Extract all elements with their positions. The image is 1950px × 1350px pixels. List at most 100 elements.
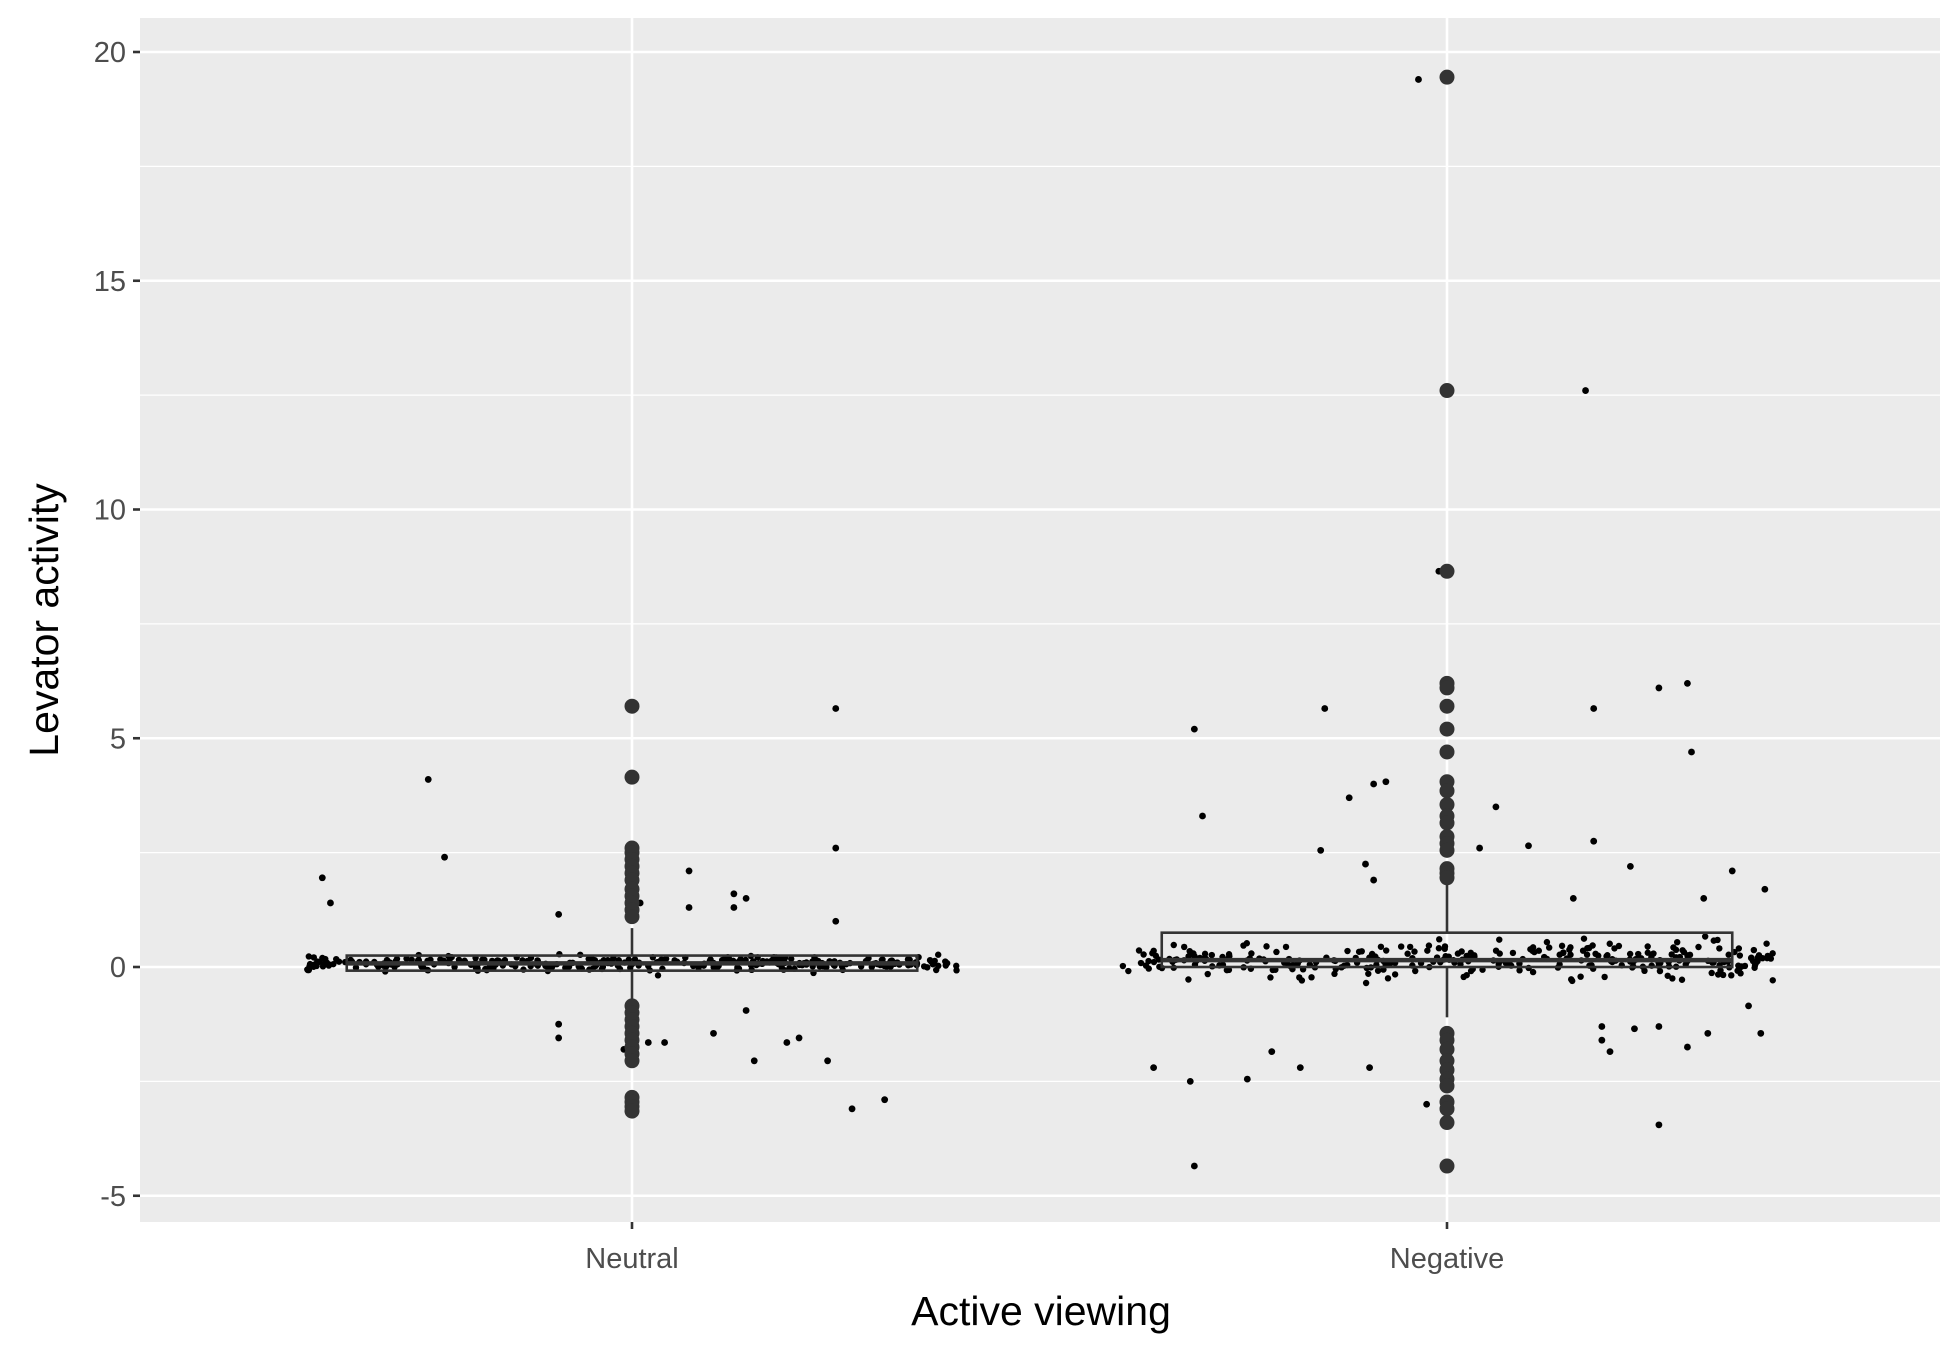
outlier-point (1439, 1158, 1455, 1174)
jitter-point (1362, 860, 1369, 868)
jitter-point (953, 967, 960, 974)
boxplots (345, 880, 1734, 1018)
outlier-points (624, 69, 1455, 1174)
jitter-point (730, 890, 738, 898)
jitter-point (1606, 940, 1613, 947)
jitter-point (1411, 948, 1418, 955)
jitter-point (1150, 947, 1157, 954)
major-gridlines (140, 18, 1940, 1222)
outlier-point (1439, 1041, 1455, 1057)
jitter-point (1735, 945, 1743, 952)
jitter-point (352, 964, 360, 971)
y-tick-label: 5 (110, 723, 126, 755)
jitter-point (795, 1034, 803, 1042)
jitter-point (1525, 842, 1532, 850)
jitter-point (1580, 935, 1588, 942)
jitter-point (1516, 967, 1523, 974)
jitter-point (1374, 967, 1382, 974)
jitter-point (737, 955, 744, 963)
jitter-point (1655, 684, 1663, 692)
boxplot-neutral (345, 928, 919, 1002)
jitter-point (335, 958, 343, 965)
jitter-point (1492, 803, 1500, 811)
jitter-point (1757, 1029, 1765, 1037)
outlier-point (624, 909, 640, 925)
jitter-point (1704, 1029, 1712, 1037)
x-tick-label: Negative (1390, 1243, 1504, 1275)
jitter-point (1655, 1121, 1663, 1129)
jitter-point (1582, 387, 1589, 394)
jitter-point (1441, 945, 1448, 953)
jitter-point (555, 1034, 563, 1042)
jitter-point (1644, 943, 1651, 950)
jitter-point (1763, 940, 1770, 947)
x-axis: Neutral Negative (585, 1222, 1504, 1275)
jitter-point (1225, 951, 1233, 958)
jitter-point (1282, 943, 1290, 951)
outlier-point (1439, 870, 1455, 886)
jitter-point (1678, 976, 1686, 983)
jitter-point (1598, 1023, 1606, 1030)
jitter-point (1268, 1048, 1276, 1056)
jitter-point (1611, 945, 1618, 952)
jitter-point (1460, 973, 1467, 981)
jitter-point (1669, 975, 1676, 982)
jitter-point (1668, 951, 1675, 958)
jitter-point (1140, 951, 1147, 958)
jitter-point (1383, 947, 1390, 954)
outlier-point (1439, 797, 1455, 813)
jitter-point (1754, 954, 1762, 961)
jitter-point (1545, 944, 1553, 951)
outlier-point (1439, 680, 1455, 696)
plot-panel (140, 18, 1940, 1222)
jitter-point (1331, 970, 1338, 978)
jitter-point (1492, 947, 1500, 954)
outlier-point (624, 698, 640, 714)
jitter-point (1769, 950, 1776, 957)
jitter-point (1377, 943, 1385, 950)
jitter-point (1423, 1100, 1431, 1108)
jitter-point (1728, 972, 1735, 979)
jitter-point (1317, 846, 1325, 854)
jitter-point (1471, 952, 1478, 959)
jitter-point (1672, 946, 1680, 954)
jitter-point (1145, 957, 1152, 965)
jitter-point (1686, 951, 1694, 959)
jitter-point (327, 899, 334, 907)
jitter-point (320, 960, 328, 968)
jitter-point (661, 1039, 668, 1046)
jitter-point (1583, 951, 1591, 958)
jitter-point (1767, 955, 1775, 962)
x-tick-label: Neutral (585, 1243, 679, 1275)
y-tick-label: -5 (100, 1181, 126, 1213)
box-iqr (1160, 931, 1734, 969)
y-axis-title: Levator activity (21, 483, 67, 757)
jitter-point (1719, 971, 1727, 979)
jitter-point (1412, 967, 1419, 975)
outlier-point (1439, 815, 1455, 831)
jitter-point (742, 894, 750, 902)
jitter-point (1370, 780, 1378, 788)
jitter-point (314, 958, 321, 965)
jitter-point (1735, 962, 1742, 969)
jitter-point (1567, 944, 1574, 951)
jitter-point (1650, 950, 1657, 957)
jitter-point (1736, 952, 1744, 959)
y-tick-label: 10 (94, 495, 126, 527)
jitter-point (1135, 947, 1143, 954)
jitter-point (832, 844, 840, 852)
jitter-point (1125, 967, 1132, 975)
jitter-point (1644, 949, 1651, 956)
jitter-point (1397, 943, 1405, 950)
jitter-point (1592, 950, 1599, 958)
jitter-point (1558, 942, 1566, 950)
y-tick-label: 0 (110, 952, 126, 984)
jitter-point (1186, 1077, 1194, 1085)
jitter-point (1700, 894, 1708, 902)
outlier-point (624, 1053, 640, 1069)
jitter-point (1366, 1064, 1373, 1072)
jitter-point (1728, 867, 1736, 875)
jitter-point (424, 776, 432, 783)
outlier-point (1439, 744, 1455, 760)
jitter-point (1708, 969, 1715, 977)
